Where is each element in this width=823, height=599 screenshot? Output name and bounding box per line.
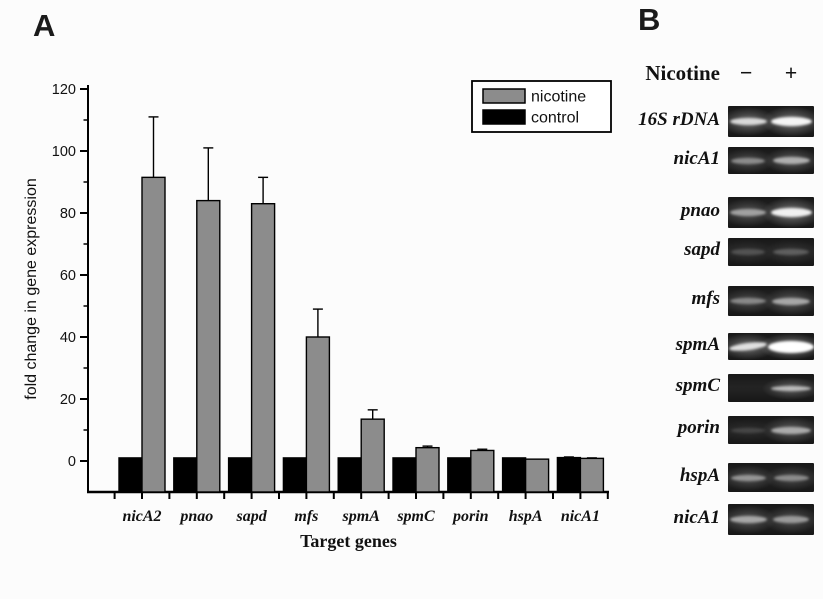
bar-nicotine-spmA — [360, 418, 385, 493]
gel-band-sapd-minus — [731, 249, 765, 255]
y-axis-title: fold change in gene expression — [23, 178, 40, 400]
gel-strip-spmA — [728, 333, 814, 360]
legend-label-nicotine: nicotine — [531, 89, 586, 106]
y-tick-label-80: 80 — [60, 206, 76, 222]
bar-control-pnao — [173, 457, 198, 493]
gel-strip-pnao — [728, 197, 814, 228]
gel-band-sapd-plus — [773, 249, 809, 255]
x-category-label-nicA2: nicA2 — [122, 508, 161, 525]
bar-control-sapd — [227, 457, 253, 493]
bar-control-nicA2 — [118, 457, 143, 493]
x-category-label-sapd: sapd — [235, 508, 267, 525]
y-tick-label-120: 120 — [52, 82, 76, 98]
x-category-label-mfs: mfs — [294, 508, 318, 525]
gel-band-spmC-plus — [771, 385, 811, 391]
legend-swatch-nicotine — [482, 88, 526, 104]
gel-strip-mfs — [728, 286, 814, 316]
gel-header-plus-sign: + — [784, 60, 798, 85]
gel-row-label-porin: porin — [677, 417, 720, 438]
gel-strip-hspA — [728, 463, 814, 492]
bar-control-nicA1 — [556, 456, 582, 493]
y-tick-label-100: 100 — [52, 144, 76, 160]
gel-strip-sapd — [728, 238, 814, 266]
gel-row-label-spmA: spmA — [675, 333, 720, 355]
bar-control-spmA — [337, 457, 362, 493]
gel-band-porin-minus — [731, 427, 765, 433]
gel-band-nicA1-plus — [773, 516, 809, 523]
bar-control-hspA — [501, 457, 527, 493]
gel-band-spmA-plus — [768, 340, 814, 353]
bar-nicotine-nicA2 — [141, 176, 166, 493]
x-category-label-pnao: pnao — [178, 508, 213, 525]
x-category-label-porin: porin — [451, 508, 489, 525]
gel-band-mfs-plus — [772, 297, 810, 305]
bar-control-mfs — [282, 457, 308, 493]
panel-b-label: B — [638, 2, 661, 37]
gel-header-title: Nicotine — [645, 61, 720, 85]
y-tick-label-0: 0 — [68, 454, 76, 470]
gel-band-16S-rDNA-plus — [770, 117, 812, 126]
gel-strip-nicA1 — [728, 147, 814, 174]
y-tick-label-60: 60 — [60, 268, 76, 284]
legend-swatch-control — [482, 109, 526, 125]
gel-strip-nicA1 — [728, 504, 814, 535]
gel-row-label-nicA1: nicA1 — [673, 147, 720, 169]
gel-band-nicA1-minus — [731, 157, 765, 164]
gel-band-porin-plus — [771, 426, 811, 434]
gel-band-pnao-minus — [730, 209, 766, 216]
x-axis-title: Target genes — [300, 531, 397, 551]
bar-control-porin — [447, 457, 472, 493]
panel-a-bar-chart: 0 20 40 60 80 100 120 nicA2 pnao sapd mfs spmA spmC p… — [23, 80, 612, 551]
gel-strip-16S-rDNA — [728, 106, 814, 137]
panel-a-label: A — [33, 8, 56, 43]
x-category-label-spmC: spmC — [396, 508, 435, 525]
gel-band-hspA-minus — [730, 474, 766, 481]
gel-band-hspA-plus — [773, 474, 809, 481]
bar-nicotine-porin — [470, 449, 495, 493]
gel-row-label-hspA: hspA — [679, 464, 720, 486]
x-category-label-hspA: hspA — [509, 508, 543, 525]
gel-row-label-16S-rDNA: 16S rDNA — [638, 108, 720, 130]
gel-band-16S-rDNA-minus — [729, 118, 767, 125]
gel-row-label-sapd: sapd — [684, 239, 720, 260]
y-tick-label-20: 20 — [60, 392, 76, 408]
bar-nicotine-spmC — [415, 446, 440, 493]
x-category-label-nicA1: nicA1 — [561, 508, 600, 525]
bar-nicotine-sapd — [250, 202, 276, 493]
gel-row-label-mfs: mfs — [691, 288, 721, 309]
bar-control-spmC — [392, 457, 417, 493]
gel-strip-spmC — [728, 374, 814, 402]
gel-band-nicA1-plus — [772, 157, 810, 164]
bar-nicotine-mfs — [305, 336, 331, 493]
bar-nicotine-nicA1 — [579, 457, 605, 493]
gel-strip-porin — [728, 416, 814, 444]
gel-band-pnao-plus — [770, 208, 812, 217]
gel-row-label-pnao: pnao — [680, 199, 720, 221]
bar-nicotine-hspA — [524, 458, 550, 493]
gel-row-label-nicA1: nicA1 — [673, 506, 720, 528]
x-category-label-spmA: spmA — [342, 508, 381, 525]
legend-label-control: control — [531, 110, 579, 127]
bar-nicotine-pnao — [196, 199, 221, 493]
gel-header-minus-sign: − — [739, 60, 753, 85]
y-tick-label-40: 40 — [60, 330, 76, 346]
gel-band-mfs-minus — [730, 298, 766, 304]
gel-band-nicA1-minus — [729, 516, 767, 523]
gel-row-label-spmC: spmC — [675, 375, 720, 396]
